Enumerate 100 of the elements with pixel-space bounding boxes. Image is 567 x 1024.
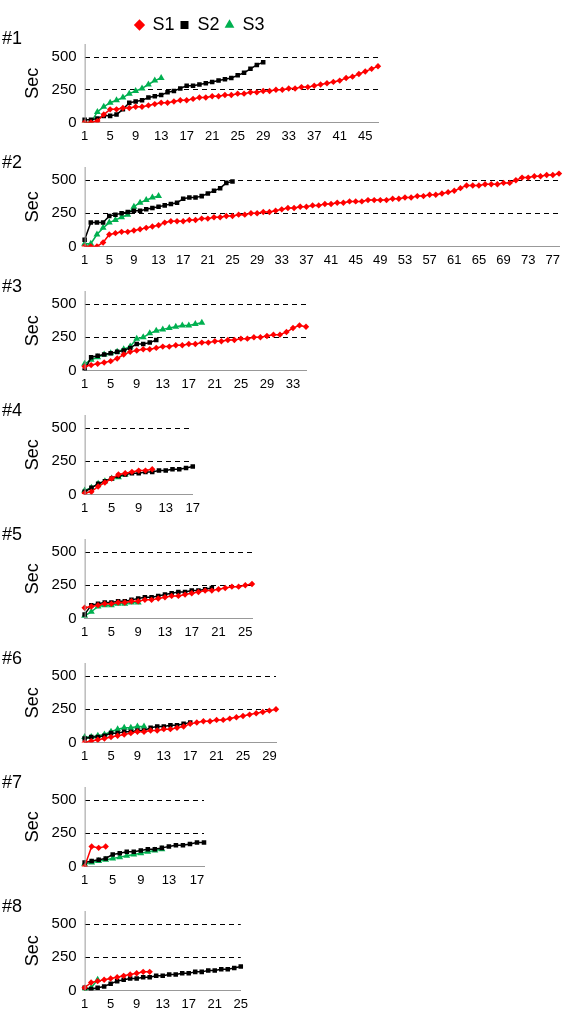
x-tick-label: 25 bbox=[233, 375, 249, 391]
chart-title: #7 bbox=[2, 772, 23, 792]
x-tick-label: 9 bbox=[132, 127, 140, 143]
y-tick-label: 0 bbox=[68, 732, 77, 750]
x-tick-label: 29 bbox=[249, 251, 265, 267]
x-tick-label: 49 bbox=[373, 251, 388, 267]
y-tick-label: 250 bbox=[51, 947, 77, 965]
legend-label: S2 bbox=[197, 13, 220, 34]
x-tick-label: 17 bbox=[182, 747, 198, 763]
x-tick-label: 33 bbox=[274, 251, 289, 267]
x-tick-label: 17 bbox=[181, 375, 197, 391]
x-tick-label: 21 bbox=[204, 127, 220, 143]
x-tick-label: 45 bbox=[358, 127, 373, 143]
x-tick-label: 17 bbox=[185, 499, 200, 515]
x-tick-label: 13 bbox=[157, 623, 173, 639]
chart-title: #8 bbox=[2, 896, 23, 916]
y-tick-label: 250 bbox=[51, 327, 77, 345]
y-axis-title: Sec bbox=[21, 563, 42, 595]
x-tick-label: 1 bbox=[81, 127, 89, 143]
x-tick-label: 13 bbox=[156, 747, 172, 763]
y-tick-label: 500 bbox=[51, 294, 77, 312]
chart-title: #6 bbox=[2, 648, 23, 668]
x-tick-label: 1 bbox=[81, 747, 89, 763]
y-axis-title: Sec bbox=[21, 67, 42, 99]
x-tick-label: 9 bbox=[133, 375, 141, 391]
x-tick-label: 53 bbox=[397, 251, 413, 267]
x-tick-label: 21 bbox=[211, 623, 226, 639]
y-tick-label: 0 bbox=[68, 360, 77, 378]
x-tick-label: 41 bbox=[332, 127, 347, 143]
x-tick-label: 25 bbox=[233, 995, 248, 1011]
x-tick-label: 77 bbox=[545, 251, 561, 267]
x-tick-label: 1 bbox=[81, 623, 89, 639]
y-axis-title: Sec bbox=[21, 315, 42, 347]
y-axis-title: Sec bbox=[21, 439, 42, 471]
x-tick-label: 17 bbox=[179, 127, 194, 143]
y-axis-title: Sec bbox=[21, 935, 42, 967]
x-tick-label: 9 bbox=[135, 499, 143, 515]
x-tick-label: 1 bbox=[81, 871, 89, 887]
x-tick-label: 37 bbox=[299, 251, 314, 267]
x-tick-label: 17 bbox=[175, 251, 191, 267]
legend-label: S3 bbox=[242, 13, 265, 34]
x-tick-label: 29 bbox=[255, 127, 271, 143]
chart-title: #5 bbox=[2, 524, 23, 544]
x-tick-label: 73 bbox=[520, 251, 536, 267]
x-tick-label: 9 bbox=[130, 251, 138, 267]
x-tick-label: 21 bbox=[207, 375, 223, 391]
x-tick-label: 5 bbox=[107, 623, 116, 639]
x-tick-label: 17 bbox=[181, 995, 196, 1011]
y-tick-label: 500 bbox=[51, 170, 77, 188]
x-tick-label: 5 bbox=[107, 747, 115, 763]
x-tick-label: 29 bbox=[262, 747, 277, 763]
y-axis-title: Sec bbox=[21, 811, 42, 843]
x-tick-label: 21 bbox=[200, 251, 216, 267]
x-tick-label: 5 bbox=[105, 251, 113, 267]
y-tick-label: 0 bbox=[68, 856, 77, 874]
chart-title: #3 bbox=[2, 276, 23, 296]
x-tick-label: 25 bbox=[238, 623, 253, 639]
x-tick-label: 25 bbox=[230, 127, 245, 143]
x-tick-label: 41 bbox=[323, 251, 339, 267]
x-tick-label: 13 bbox=[155, 995, 170, 1011]
x-tick-label: 9 bbox=[134, 623, 142, 639]
x-tick-label: 17 bbox=[184, 623, 199, 639]
x-tick-label: 37 bbox=[306, 127, 322, 143]
x-tick-label: 5 bbox=[107, 375, 115, 391]
x-tick-label: 9 bbox=[133, 747, 142, 763]
x-tick-label: 57 bbox=[422, 251, 437, 267]
y-tick-label: 500 bbox=[51, 47, 77, 65]
y-tick-label: 0 bbox=[68, 236, 77, 254]
y-tick-label: 0 bbox=[68, 112, 77, 130]
x-tick-label: 1 bbox=[81, 375, 89, 391]
x-tick-label: 13 bbox=[151, 251, 166, 267]
x-tick-label: 21 bbox=[209, 747, 224, 763]
y-tick-label: 0 bbox=[68, 608, 77, 626]
x-tick-label: 5 bbox=[106, 127, 114, 143]
chart-title: #2 bbox=[2, 152, 23, 172]
y-tick-label: 500 bbox=[51, 666, 77, 684]
y-axis-title: Sec bbox=[21, 191, 42, 223]
y-tick-label: 500 bbox=[51, 914, 77, 932]
y-tick-label: 500 bbox=[51, 790, 77, 808]
x-tick-label: 1 bbox=[81, 251, 89, 267]
x-tick-label: 13 bbox=[155, 375, 170, 391]
y-tick-label: 0 bbox=[68, 484, 77, 502]
y-tick-label: 250 bbox=[51, 79, 77, 97]
x-tick-label: 45 bbox=[348, 251, 363, 267]
x-tick-label: 61 bbox=[447, 251, 462, 267]
x-tick-label: 5 bbox=[108, 499, 116, 515]
x-tick-label: 9 bbox=[133, 995, 141, 1011]
x-tick-label: 1 bbox=[81, 995, 89, 1011]
x-tick-label: 13 bbox=[161, 871, 177, 887]
y-tick-label: 0 bbox=[68, 980, 77, 998]
y-axis-title: Sec bbox=[21, 687, 42, 719]
x-tick-label: 65 bbox=[471, 251, 487, 267]
y-tick-label: 250 bbox=[51, 203, 77, 221]
x-tick-label: 69 bbox=[496, 251, 511, 267]
y-tick-label: 500 bbox=[51, 542, 77, 560]
x-tick-label: 21 bbox=[207, 995, 222, 1011]
x-tick-label: 17 bbox=[189, 871, 205, 887]
chart-title: #1 bbox=[2, 28, 23, 48]
x-tick-label: 29 bbox=[259, 375, 275, 391]
y-tick-label: 250 bbox=[51, 451, 77, 469]
